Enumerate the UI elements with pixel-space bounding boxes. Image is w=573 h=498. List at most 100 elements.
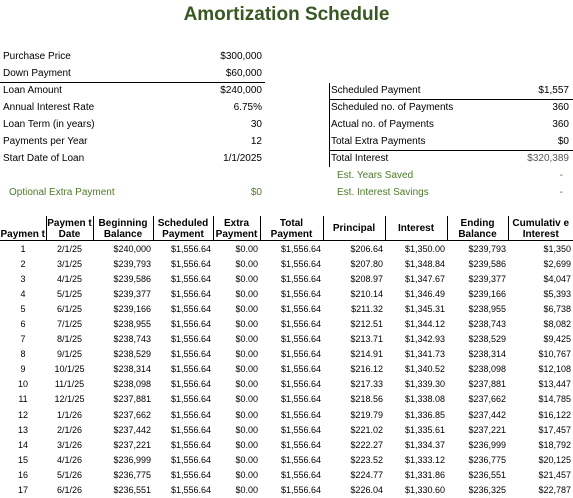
cell-cumulative-interest[interactable]: $21,457: [538, 469, 571, 480]
cell-payment-number[interactable]: 3: [20, 273, 26, 284]
cell-principal[interactable]: $219.79: [350, 409, 383, 420]
cell-payment-date[interactable]: 7/1/25: [56, 319, 83, 330]
cell-scheduled-payment[interactable]: $1,556.64: [170, 364, 211, 375]
cell-cumulative-interest[interactable]: $6,738: [543, 303, 571, 314]
cell-payment-number[interactable]: 15: [17, 454, 28, 465]
cell-cumulative-interest[interactable]: $1,350: [543, 243, 571, 254]
cell-interest[interactable]: $1,336.85: [404, 409, 445, 420]
cell-payment-date[interactable]: 5/1/26: [56, 469, 83, 480]
cell-total-payment[interactable]: $1,556.64: [280, 334, 321, 345]
cell-total-payment[interactable]: $1,556.64: [280, 273, 321, 284]
cell-interest[interactable]: $1,335.61: [404, 424, 445, 435]
cell-total-payment[interactable]: $1,556.64: [280, 424, 321, 435]
cell-payment-date[interactable]: 6/1/25: [56, 303, 83, 314]
cell-cumulative-interest[interactable]: $9,425: [543, 334, 571, 345]
cell-total-payment[interactable]: $1,556.64: [280, 394, 321, 405]
cell-total-payment[interactable]: $1,556.64: [280, 243, 321, 254]
cell-payment-number[interactable]: 6: [20, 319, 26, 330]
cell-total-payment[interactable]: $1,556.64: [280, 409, 321, 420]
cell-payment-number[interactable]: 9: [20, 364, 26, 375]
cell-extra-payment[interactable]: $0.00: [235, 469, 258, 480]
cell-principal[interactable]: $207.80: [350, 258, 383, 269]
cell-principal[interactable]: $216.12: [350, 364, 383, 375]
cell-extra-payment[interactable]: $0.00: [235, 439, 258, 450]
cell-ending-balance[interactable]: $238,529: [468, 334, 506, 345]
cell-extra-payment[interactable]: $0.00: [235, 379, 258, 390]
cell-principal[interactable]: $218.56: [350, 394, 383, 405]
cell-beginning-balance[interactable]: $239,377: [113, 288, 151, 299]
cell-ending-balance[interactable]: $239,793: [468, 243, 506, 254]
payments-per-year-value[interactable]: 12: [250, 136, 262, 147]
cell-interest[interactable]: $1,344.12: [404, 319, 445, 330]
cell-total-payment[interactable]: $1,556.64: [280, 469, 321, 480]
start-date-value[interactable]: 1/1/2025: [223, 153, 262, 164]
cell-total-payment[interactable]: $1,556.64: [280, 454, 321, 465]
cell-principal[interactable]: $206.64: [350, 243, 383, 254]
cell-scheduled-payment[interactable]: $1,556.64: [170, 439, 211, 450]
cell-payment-number[interactable]: 4: [20, 288, 26, 299]
cell-beginning-balance[interactable]: $237,442: [113, 424, 151, 435]
cell-ending-balance[interactable]: $236,551: [468, 469, 506, 480]
cell-ending-balance[interactable]: $238,743: [468, 319, 506, 330]
cell-principal[interactable]: $224.77: [350, 469, 383, 480]
cell-payment-date[interactable]: 4/1/25: [56, 273, 83, 284]
cell-interest[interactable]: $1,340.52: [404, 364, 445, 375]
extra-payment-value[interactable]: $0: [250, 187, 262, 198]
cell-interest[interactable]: $1,333.12: [404, 454, 445, 465]
cell-cumulative-interest[interactable]: $12,108: [538, 364, 571, 375]
cell-beginning-balance[interactable]: $238,743: [113, 334, 151, 345]
cell-cumulative-interest[interactable]: $14,785: [538, 394, 571, 405]
cell-extra-payment[interactable]: $0.00: [235, 485, 258, 496]
cell-ending-balance[interactable]: $236,775: [468, 454, 506, 465]
cell-cumulative-interest[interactable]: $2,699: [543, 258, 571, 269]
cell-ending-balance[interactable]: $237,881: [468, 379, 506, 390]
cell-interest[interactable]: $1,330.60: [404, 485, 445, 496]
cell-scheduled-payment[interactable]: $1,556.64: [170, 454, 211, 465]
cell-scheduled-payment[interactable]: $1,556.64: [170, 409, 211, 420]
cell-cumulative-interest[interactable]: $16,122: [538, 409, 571, 420]
cell-interest[interactable]: $1,334.37: [404, 439, 445, 450]
cell-payment-number[interactable]: 11: [18, 394, 28, 405]
cell-total-payment[interactable]: $1,556.64: [280, 258, 321, 269]
cell-payment-number[interactable]: 12: [17, 409, 28, 420]
cell-ending-balance[interactable]: $237,662: [468, 394, 506, 405]
cell-total-payment[interactable]: $1,556.64: [280, 303, 321, 314]
loan-amount-value[interactable]: $240,000: [220, 85, 262, 96]
cell-extra-payment[interactable]: $0.00: [235, 394, 258, 405]
cell-extra-payment[interactable]: $0.00: [235, 243, 258, 254]
cell-cumulative-interest[interactable]: $10,767: [538, 349, 571, 360]
cell-scheduled-payment[interactable]: $1,556.64: [170, 379, 211, 390]
cell-payment-number[interactable]: 16: [17, 469, 28, 480]
cell-beginning-balance[interactable]: $240,000: [113, 243, 151, 254]
cell-payment-number[interactable]: 2: [20, 258, 26, 269]
cell-beginning-balance[interactable]: $237,662: [113, 409, 151, 420]
cell-total-payment[interactable]: $1,556.64: [280, 364, 321, 375]
cell-principal[interactable]: $226.04: [350, 485, 383, 496]
cell-payment-number[interactable]: 14: [17, 439, 28, 450]
cell-cumulative-interest[interactable]: $5,393: [543, 288, 571, 299]
cell-payment-number[interactable]: 5: [20, 303, 26, 314]
cell-ending-balance[interactable]: $239,377: [468, 273, 506, 284]
cell-scheduled-payment[interactable]: $1,556.64: [170, 303, 211, 314]
cell-principal[interactable]: $217.33: [350, 379, 383, 390]
cell-interest[interactable]: $1,346.49: [404, 288, 445, 299]
cell-payment-date[interactable]: 1/1/26: [56, 409, 83, 420]
cell-beginning-balance[interactable]: $237,881: [113, 394, 151, 405]
cell-beginning-balance[interactable]: $237,221: [113, 439, 151, 450]
interest-rate-value[interactable]: 6.75%: [233, 102, 262, 113]
cell-scheduled-payment[interactable]: $1,556.64: [170, 469, 211, 480]
cell-ending-balance[interactable]: $236,999: [468, 439, 506, 450]
cell-payment-date[interactable]: 4/1/26: [56, 454, 83, 465]
cell-extra-payment[interactable]: $0.00: [235, 364, 258, 375]
cell-extra-payment[interactable]: $0.00: [235, 273, 258, 284]
cell-scheduled-payment[interactable]: $1,556.64: [170, 485, 211, 496]
cell-interest[interactable]: $1,347.67: [404, 273, 445, 284]
purchase-price-value[interactable]: $300,000: [220, 51, 262, 62]
cell-payment-date[interactable]: 9/1/25: [56, 349, 83, 360]
cell-extra-payment[interactable]: $0.00: [235, 288, 258, 299]
cell-extra-payment[interactable]: $0.00: [235, 258, 258, 269]
cell-extra-payment[interactable]: $0.00: [235, 454, 258, 465]
cell-scheduled-payment[interactable]: $1,556.64: [170, 258, 211, 269]
cell-principal[interactable]: $208.97: [350, 273, 383, 284]
cell-extra-payment[interactable]: $0.00: [235, 319, 258, 330]
